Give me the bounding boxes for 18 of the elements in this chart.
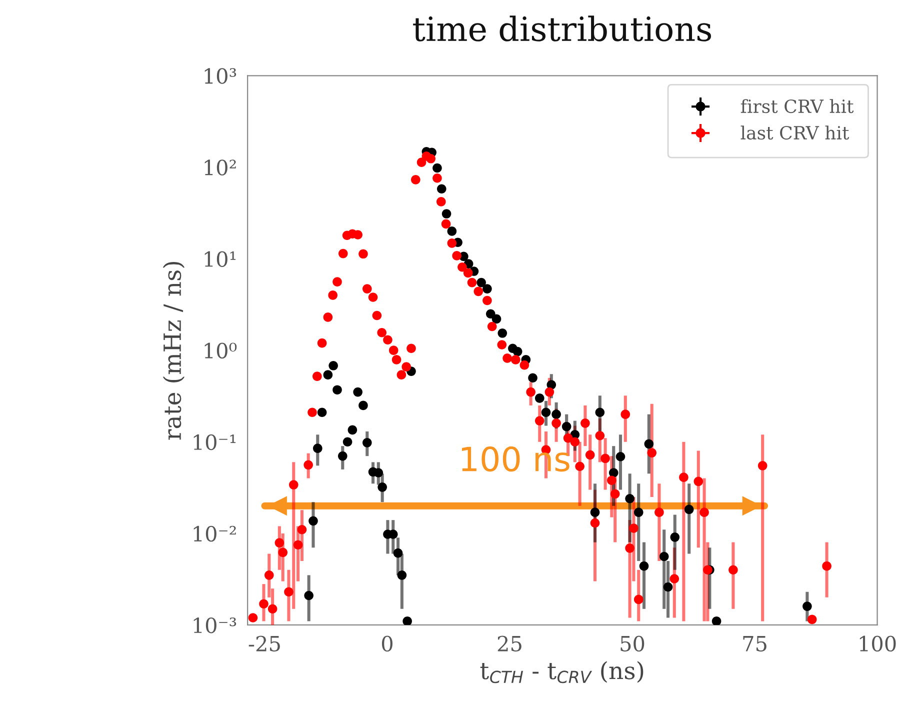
legend-label: last CRV hit bbox=[740, 126, 850, 140]
legend-label: first CRV hit bbox=[740, 99, 854, 114]
x-tick-label: 25 bbox=[498, 636, 522, 652]
y-tick-label: 10³ bbox=[204, 68, 236, 84]
y-tick-label: 10⁻¹ bbox=[194, 434, 236, 450]
chart-title: time distributions bbox=[413, 16, 711, 42]
y-axis-title: rate (mHz / ns) bbox=[162, 262, 185, 440]
x-tick-label: -25 bbox=[248, 636, 280, 652]
y-tick-label: 10² bbox=[204, 160, 236, 176]
x-tick-label: 100 bbox=[860, 636, 896, 652]
x-tick-label: 50 bbox=[620, 636, 644, 652]
y-tick-label: 10⁰ bbox=[204, 342, 237, 359]
y-tick-label: 10¹ bbox=[204, 251, 236, 267]
y-tick-label: 10⁻² bbox=[194, 526, 236, 542]
x-axis-title: t$_{CTH}$ - t$_{CRV}$ (ns) bbox=[480, 661, 644, 684]
x-tick-label: 75 bbox=[743, 636, 766, 652]
y-tick-label: 10⁻³ bbox=[194, 617, 236, 634]
x-tick-label: 0 bbox=[382, 636, 392, 652]
